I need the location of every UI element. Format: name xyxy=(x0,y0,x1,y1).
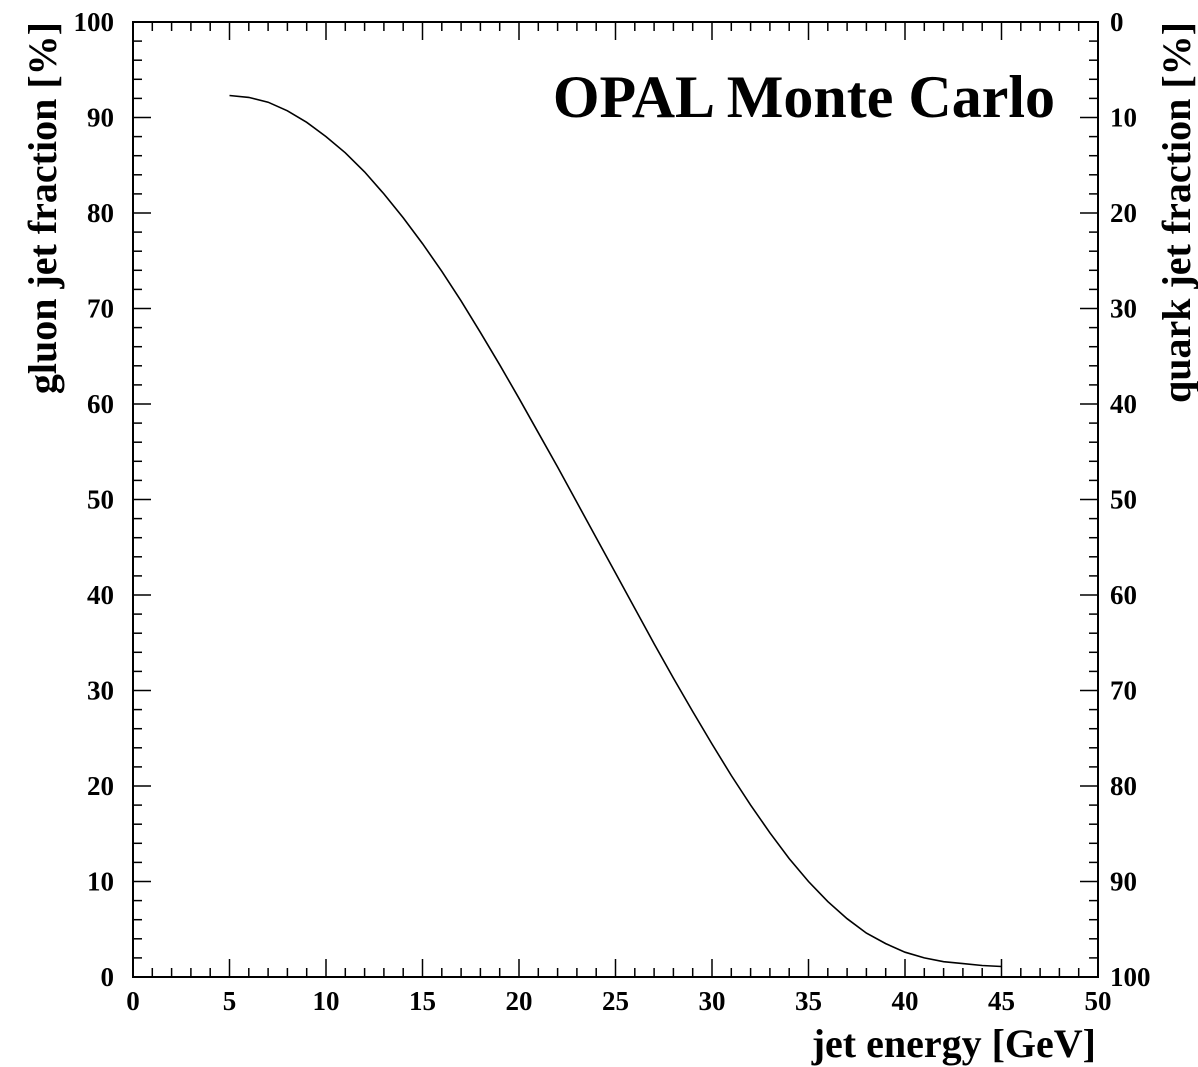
x-tick-label: 45 xyxy=(988,986,1015,1016)
x-tick-label: 5 xyxy=(223,986,237,1016)
y2-tick-label: 40 xyxy=(1110,389,1137,419)
y2-axis-title: quark jet fraction [%] xyxy=(1154,22,1198,403)
y-tick-label: 20 xyxy=(87,771,114,801)
axis-ticks xyxy=(132,21,1099,978)
y-tick-labels: 0 10 20 30 40 50 60 70 80 90 100 xyxy=(74,7,115,992)
y-tick-label: 10 xyxy=(87,867,114,897)
x-tick-label: 50 xyxy=(1085,986,1112,1016)
y-tick-label: 40 xyxy=(87,580,114,610)
x-tick-label: 20 xyxy=(506,986,533,1016)
y-tick-label: 80 xyxy=(87,198,114,228)
y2-tick-label: 0 xyxy=(1110,7,1124,37)
y-tick-label: 50 xyxy=(87,485,114,515)
x-tick-label: 0 xyxy=(126,986,140,1016)
series-line xyxy=(229,94,1002,968)
y2-tick-label: 20 xyxy=(1110,198,1137,228)
y2-tick-label: 70 xyxy=(1110,676,1137,706)
y2-tick-label: 60 xyxy=(1110,580,1137,610)
x-tick-label: 30 xyxy=(699,986,726,1016)
y-tick-label: 90 xyxy=(87,103,114,133)
y-tick-label: 0 xyxy=(101,962,115,992)
x-tick-label: 25 xyxy=(602,986,629,1016)
x-axis-title: jet energy [GeV] xyxy=(811,1021,1096,1066)
y2-tick-label: 90 xyxy=(1110,867,1137,897)
y2-tick-label: 10 xyxy=(1110,103,1137,133)
y-tick-label: 70 xyxy=(87,294,114,324)
y-tick-label: 100 xyxy=(74,7,115,37)
y2-tick-label: 50 xyxy=(1110,485,1137,515)
x-tick-labels: 0 5 10 15 20 25 30 35 40 45 50 xyxy=(126,986,1111,1016)
x-tick-label: 35 xyxy=(795,986,822,1016)
x-tick-label: 40 xyxy=(892,986,919,1016)
y-axis-title: gluon jet fraction [%] xyxy=(20,22,65,394)
y-tick-label: 60 xyxy=(87,389,114,419)
y2-tick-label: 100 xyxy=(1110,962,1151,992)
x-tick-label: 10 xyxy=(313,986,340,1016)
y2-tick-label: 80 xyxy=(1110,771,1137,801)
plot-frame xyxy=(132,21,1099,978)
y-tick-label: 30 xyxy=(87,676,114,706)
chart-annotation: OPAL Monte Carlo xyxy=(553,64,1055,130)
x-tick-label: 15 xyxy=(409,986,436,1016)
y2-tick-label: 30 xyxy=(1110,294,1137,324)
